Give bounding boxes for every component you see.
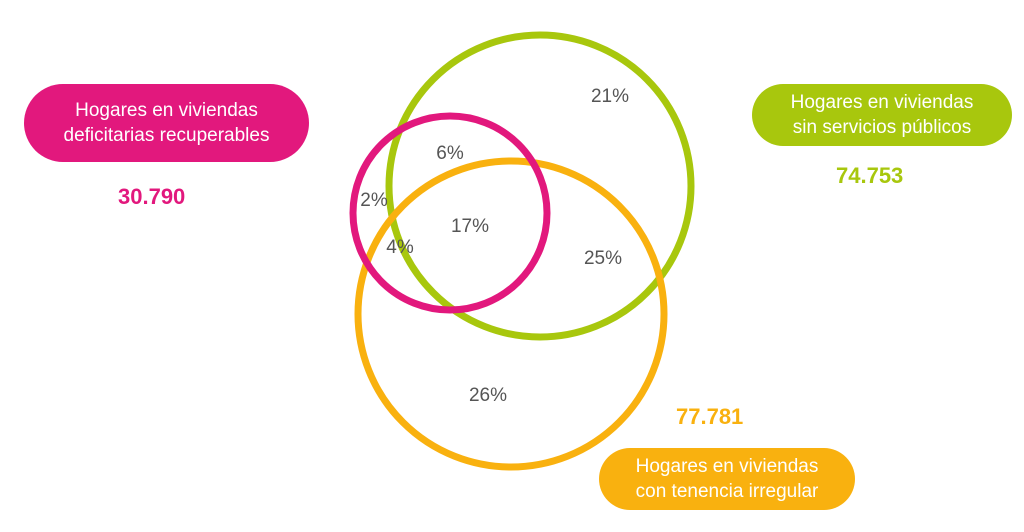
label-tenencia-line2: con tenencia irregular: [635, 481, 819, 502]
region-servicios-tenencia: 25%: [584, 248, 622, 269]
circle-tenencia: [354, 157, 668, 471]
label-pill-tenencia: Hogares en viviendas con tenencia irregu…: [599, 448, 855, 510]
region-only-servicios: 21%: [591, 86, 629, 107]
region-deficitarias-tenencia: 4%: [386, 237, 414, 258]
circle-servicios: [385, 31, 695, 341]
region-all-three: 17%: [451, 216, 489, 237]
region-only-tenencia: 26%: [469, 385, 507, 406]
label-servicios-line1: Hogares en viviendas: [790, 92, 974, 113]
label-deficitarias-line2: deficitarias recuperables: [63, 125, 270, 146]
count-tenencia: 77.781: [676, 404, 744, 429]
circle-deficitarias: [349, 112, 551, 314]
label-pill-deficitarias: Hogares en viviendas deficitarias recupe…: [24, 84, 309, 162]
count-servicios: 74.753: [836, 163, 904, 188]
region-deficitarias-servicios: 6%: [436, 143, 464, 164]
label-deficitarias-line1: Hogares en viviendas: [75, 100, 258, 121]
label-pill-servicios: Hogares en viviendas sin servicios públi…: [752, 84, 1012, 146]
label-servicios-line2: sin servicios públicos: [792, 117, 972, 138]
label-tenencia-line1: Hogares en viviendas: [635, 456, 819, 477]
region-only-deficitarias: 2%: [360, 190, 388, 211]
count-deficitarias: 30.790: [118, 184, 186, 209]
